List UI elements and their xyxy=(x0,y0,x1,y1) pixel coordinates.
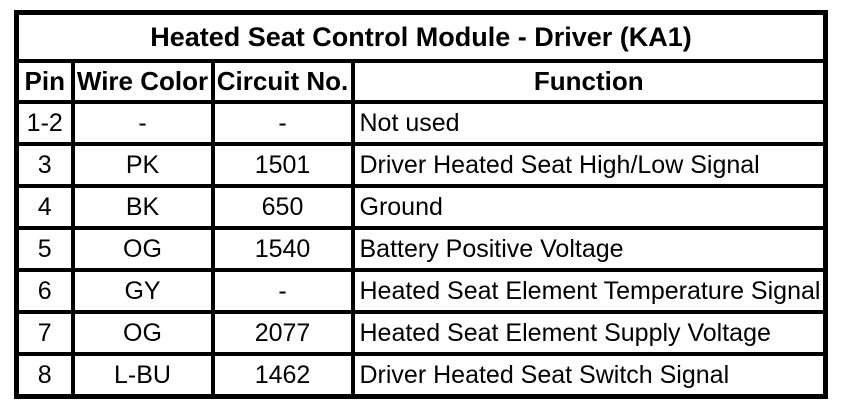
function-cell: Heated Seat Element Supply Voltage xyxy=(350,310,828,356)
wiring-pinout-table: Heated Seat Control Module - Driver (KA1… xyxy=(14,10,828,399)
pin-cell: 6 xyxy=(14,268,75,314)
circuit-no-cell: - xyxy=(210,268,355,314)
circuit-no-cell: - xyxy=(210,100,355,146)
column-header-pin: Pin xyxy=(14,59,75,104)
function-cell: Driver Heated Seat High/Low Signal xyxy=(350,142,828,188)
circuit-no-cell: 650 xyxy=(210,184,355,230)
circuit-no-cell: 1501 xyxy=(210,142,355,188)
wire-color-cell: GY xyxy=(70,268,215,314)
table-row: 7 OG 2077 Heated Seat Element Supply Vol… xyxy=(14,310,828,356)
table-row: 8 L-BU 1462 Driver Heated Seat Switch Si… xyxy=(14,352,828,399)
table-row: 5 OG 1540 Battery Positive Voltage xyxy=(14,226,828,272)
function-cell: Heated Seat Element Temperature Signal xyxy=(350,268,828,314)
header-row: Pin Wire Color Circuit No. Function xyxy=(14,59,828,104)
pin-cell: 7 xyxy=(14,310,75,356)
pin-cell: 3 xyxy=(14,142,75,188)
wire-color-cell: PK xyxy=(70,142,215,188)
circuit-no-cell: 1540 xyxy=(210,226,355,272)
function-cell: Driver Heated Seat Switch Signal xyxy=(350,352,828,399)
pin-cell: 5 xyxy=(14,226,75,272)
column-header-circuit-no: Circuit No. xyxy=(210,59,355,104)
pin-cell: 4 xyxy=(14,184,75,230)
function-cell: Battery Positive Voltage xyxy=(350,226,828,272)
pin-cell: 1-2 xyxy=(14,100,75,146)
wire-color-cell: OG xyxy=(70,226,215,272)
function-cell: Not used xyxy=(350,100,828,146)
wire-color-cell: - xyxy=(70,100,215,146)
column-header-wire-color: Wire Color xyxy=(70,59,215,104)
circuit-no-cell: 1462 xyxy=(210,352,355,399)
circuit-no-cell: 2077 xyxy=(210,310,355,356)
wire-color-cell: L-BU xyxy=(70,352,215,399)
function-cell: Ground xyxy=(350,184,828,230)
table-title: Heated Seat Control Module - Driver (KA1… xyxy=(14,10,828,63)
wire-color-cell: OG xyxy=(70,310,215,356)
pin-cell: 8 xyxy=(14,352,75,399)
column-header-function: Function xyxy=(350,59,828,104)
table-row: 4 BK 650 Ground xyxy=(14,184,828,230)
title-row: Heated Seat Control Module - Driver (KA1… xyxy=(14,10,828,63)
table-row: 1-2 - - Not used xyxy=(14,100,828,146)
wire-color-cell: BK xyxy=(70,184,215,230)
table-row: 3 PK 1501 Driver Heated Seat High/Low Si… xyxy=(14,142,828,188)
table-row: 6 GY - Heated Seat Element Temperature S… xyxy=(14,268,828,314)
